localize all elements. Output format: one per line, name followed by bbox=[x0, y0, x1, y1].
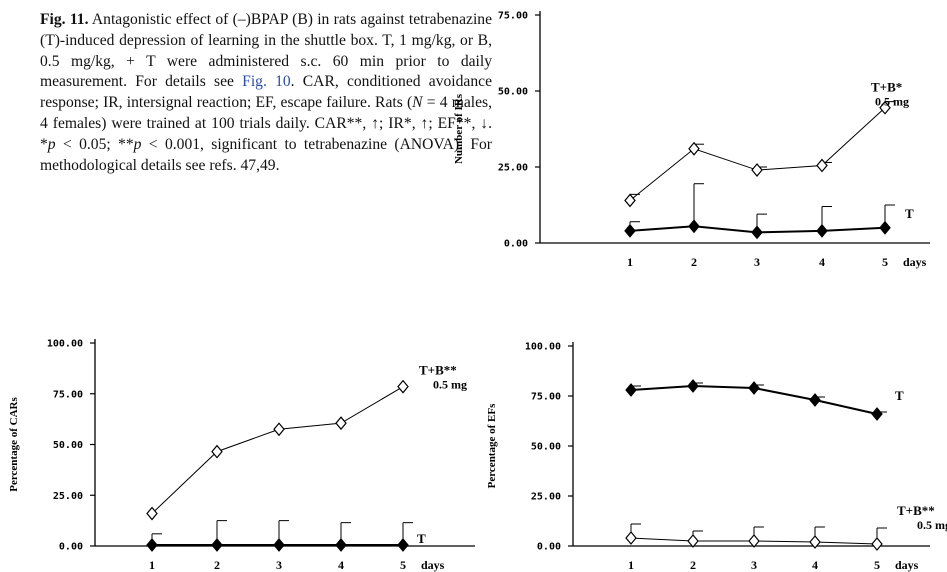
data-point bbox=[146, 538, 158, 552]
data-point bbox=[335, 416, 347, 431]
figure-caption: Fig. 11. Antagonistic effect of (–)BPAP … bbox=[40, 10, 492, 176]
data-point bbox=[625, 531, 637, 545]
x-tick-label: 2 bbox=[690, 558, 696, 572]
data-point bbox=[751, 163, 763, 177]
x-tick-label: 1 bbox=[628, 558, 634, 572]
data-point bbox=[816, 223, 828, 238]
y-tick-label: 50.00 bbox=[498, 87, 528, 98]
data-point bbox=[748, 381, 760, 395]
chart-panel-3: 0.00 25.00 50.00 75.00 100.00 Percentage of E… bbox=[486, 342, 947, 572]
y-axis-label: Percentage of CARs bbox=[8, 397, 20, 492]
y-tick-label: 0.00 bbox=[537, 542, 561, 553]
caption-text: = 4 males, 4 females) were trained at 10… bbox=[40, 94, 492, 153]
y-tick-label: 100.00 bbox=[525, 342, 561, 353]
y-tick-label: 25.00 bbox=[53, 491, 83, 502]
y-tick-label: 75.00 bbox=[531, 392, 561, 403]
y-tick-label: 25.00 bbox=[498, 163, 528, 174]
x-tick-label: 4 bbox=[338, 558, 344, 572]
caption-text: N bbox=[412, 94, 423, 112]
x-tick-label: 1 bbox=[149, 558, 155, 572]
data-point bbox=[871, 407, 883, 421]
series-label: T bbox=[417, 531, 426, 546]
data-point bbox=[397, 538, 409, 552]
chart-panel-1: 0.00 25.00 50.00 75.00 Number of IRs 1 2 3 4 5 day… bbox=[453, 11, 930, 269]
figure-reference-link[interactable]: Fig. 10 bbox=[242, 73, 291, 91]
series-tb: T+B**0.5 mg bbox=[625, 503, 947, 551]
series-label: T bbox=[895, 388, 904, 403]
caption-text: < 0.05; ** bbox=[55, 135, 134, 153]
x-tick-label: 5 bbox=[874, 558, 880, 572]
chart-panel-2: 0.00 25.00 50.00 75.00 100.00 Percentage of C… bbox=[8, 339, 475, 572]
data-point bbox=[687, 379, 699, 393]
data-point bbox=[871, 537, 883, 551]
x-tick-label: 5 bbox=[882, 255, 888, 269]
dose-label: 0.5 mg bbox=[433, 378, 467, 392]
x-tick-label: 4 bbox=[819, 255, 825, 269]
y-tick-label: 50.00 bbox=[53, 440, 83, 451]
data-point bbox=[211, 538, 223, 552]
caption-text: Antagonistic effect of (–)BPAP (B) in ra… bbox=[40, 11, 492, 91]
x-tick-label: 2 bbox=[214, 558, 220, 572]
caption-text: p bbox=[47, 135, 56, 153]
data-point bbox=[687, 534, 699, 548]
data-point bbox=[879, 100, 891, 115]
series-label: T+B** bbox=[419, 363, 457, 378]
series-label: T bbox=[905, 206, 914, 221]
series-label: T+B** bbox=[897, 503, 935, 518]
series-line bbox=[151, 386, 404, 514]
data-point bbox=[273, 422, 285, 437]
data-point bbox=[879, 220, 891, 235]
series-line bbox=[629, 107, 886, 201]
data-point bbox=[146, 506, 158, 521]
series-t: T bbox=[625, 379, 904, 421]
y-tick-label: 75.00 bbox=[53, 389, 83, 400]
data-point bbox=[625, 383, 637, 397]
y-axis-label: Number of IRs bbox=[453, 93, 465, 164]
caption-text: . CAR, conditioned avoidance response; I… bbox=[40, 73, 492, 112]
y-tick-label: 75.00 bbox=[498, 11, 528, 22]
x-tick-label: 2 bbox=[691, 255, 697, 269]
data-point bbox=[624, 223, 636, 238]
x-tick-label: 4 bbox=[812, 558, 818, 572]
data-point bbox=[751, 225, 763, 240]
y-axis-label: Percentage of EFs bbox=[486, 403, 498, 488]
y-tick-label: 25.00 bbox=[531, 492, 561, 503]
x-tick-label: 5 bbox=[400, 558, 406, 572]
y-tick-label: 50.00 bbox=[531, 442, 561, 453]
dose-label: 0.5 mg bbox=[875, 95, 909, 109]
data-point bbox=[624, 193, 636, 208]
x-axis-label: days bbox=[903, 255, 927, 269]
dose-label: 0.5 mg bbox=[917, 518, 947, 532]
series-label: T+B* bbox=[871, 80, 902, 95]
data-point bbox=[397, 379, 409, 394]
series-tb: T+B*0.5 mg bbox=[624, 80, 909, 208]
x-tick-label: 1 bbox=[627, 255, 633, 269]
data-point bbox=[809, 535, 821, 549]
caption-text: < 0.001, significant to tetrabenazine (A… bbox=[40, 135, 492, 174]
data-point bbox=[273, 538, 285, 552]
x-tick-label: 3 bbox=[751, 558, 757, 572]
data-point bbox=[211, 444, 223, 459]
series-t: T bbox=[146, 520, 426, 552]
data-point bbox=[688, 219, 700, 234]
data-point bbox=[816, 158, 828, 173]
x-axis-label: days bbox=[421, 558, 445, 572]
x-tick-label: 3 bbox=[276, 558, 282, 572]
y-tick-label: 0.00 bbox=[59, 542, 83, 553]
x-tick-label: 3 bbox=[754, 255, 760, 269]
data-point bbox=[748, 534, 760, 548]
data-point bbox=[809, 393, 821, 407]
data-point bbox=[688, 141, 700, 156]
y-tick-label: 100.00 bbox=[47, 339, 83, 350]
caption-text: p bbox=[133, 135, 142, 153]
data-point bbox=[335, 538, 347, 552]
series-t: T bbox=[624, 183, 914, 240]
figure-label: Fig. 11. bbox=[40, 11, 89, 28]
x-axis-label: days bbox=[895, 558, 919, 572]
series-tb: T+B**0.5 mg bbox=[146, 363, 467, 521]
y-tick-label: 0.00 bbox=[504, 239, 528, 250]
